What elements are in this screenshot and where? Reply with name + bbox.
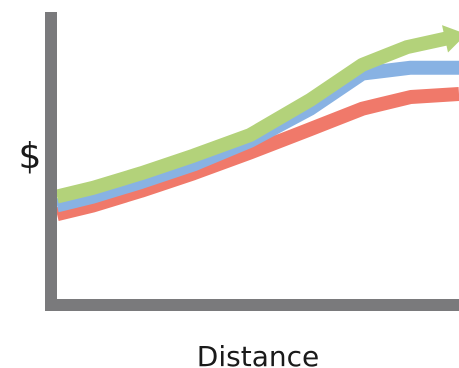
series-layer: [55, 25, 459, 222]
series-arrowhead-3: [442, 25, 459, 53]
y-axis-label: $: [19, 136, 42, 177]
axes: [45, 12, 459, 311]
x-axis-label: Distance: [197, 340, 319, 368]
series-line-1: [55, 87, 459, 222]
series-line-3: [55, 31, 449, 204]
